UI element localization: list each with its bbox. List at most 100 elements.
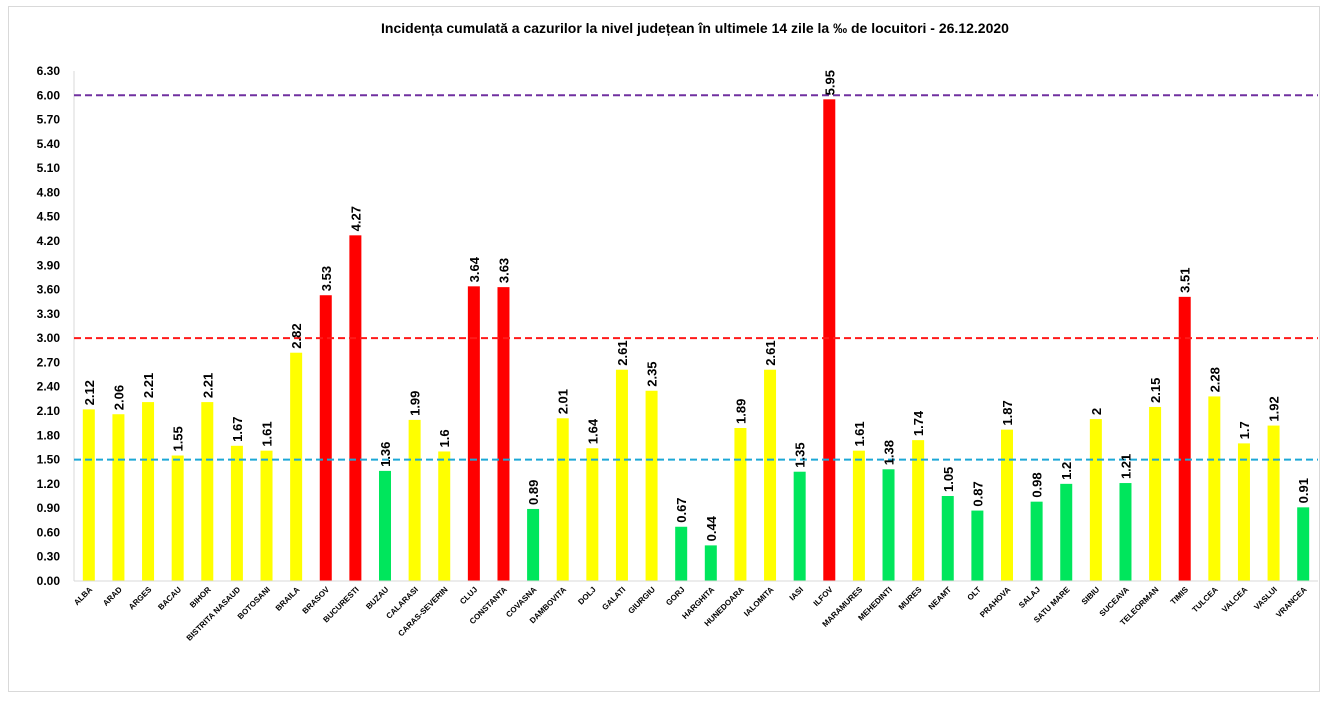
bar xyxy=(882,469,895,581)
y-tick-label: 5.10 xyxy=(37,161,61,175)
data-label: 2.01 xyxy=(556,389,571,414)
x-tick-label: TIMIS xyxy=(1169,585,1191,607)
y-tick-label: 2.40 xyxy=(37,380,61,394)
bar xyxy=(615,369,628,581)
bar xyxy=(852,450,865,581)
y-tick-label: 2.10 xyxy=(37,404,61,418)
data-label: 1.55 xyxy=(171,426,186,451)
x-tick-label: ILFOV xyxy=(812,585,835,608)
bar xyxy=(793,471,806,581)
data-label: 3.63 xyxy=(496,258,511,283)
bar xyxy=(823,99,836,581)
data-label: 1.6 xyxy=(437,429,452,447)
data-label: 0.67 xyxy=(674,497,689,522)
bar xyxy=(142,402,155,581)
y-tick-label: 3.00 xyxy=(37,331,61,345)
data-label: 4.27 xyxy=(348,206,363,231)
data-label: 1.21 xyxy=(1118,454,1133,479)
data-label: 1.99 xyxy=(408,391,423,416)
data-label: 1.2 xyxy=(1059,462,1074,480)
bar xyxy=(82,409,95,581)
y-tick-label: 3.90 xyxy=(37,258,61,272)
y-tick-label: 1.50 xyxy=(37,453,61,467)
bar xyxy=(112,414,125,581)
y-tick-label: 6.00 xyxy=(37,88,61,102)
data-label: 2.28 xyxy=(1207,367,1222,392)
bar xyxy=(201,402,214,581)
bar xyxy=(645,390,658,581)
x-tick-label: DOLJ xyxy=(576,585,597,606)
bar xyxy=(1030,501,1043,581)
bar xyxy=(764,369,777,581)
data-label: 1.87 xyxy=(1000,400,1015,425)
bar xyxy=(1001,429,1013,581)
data-label: 2.35 xyxy=(645,361,660,386)
x-tick-label: BISTRITA NASAUD xyxy=(185,585,243,643)
data-label: 0.98 xyxy=(1030,472,1045,497)
x-tick-label: CLUJ xyxy=(458,585,479,606)
x-tick-label: BRASOV xyxy=(301,585,332,616)
y-tick-label: 4.80 xyxy=(37,185,61,199)
data-label: 2 xyxy=(1089,408,1104,415)
bar xyxy=(1089,419,1102,581)
bar xyxy=(1267,425,1280,581)
data-label: 2.06 xyxy=(111,385,126,410)
x-tick-label: OLT xyxy=(966,585,983,602)
bar xyxy=(171,455,184,581)
bar xyxy=(971,510,984,581)
data-label: 2.21 xyxy=(141,373,156,398)
bar xyxy=(675,526,688,581)
y-tick-label: 0.00 xyxy=(37,574,61,588)
chart-title: Incidența cumulată a cazurilor la nivel … xyxy=(381,20,1009,36)
x-tick-label: GORJ xyxy=(664,585,686,607)
bar xyxy=(1208,396,1221,581)
data-label: 1.74 xyxy=(911,410,926,436)
x-tick-label: VRANCEA xyxy=(1274,585,1308,619)
bar xyxy=(349,235,362,582)
data-label: 0.44 xyxy=(704,515,719,541)
y-tick-label: 6.30 xyxy=(37,64,61,78)
y-tick-label: 1.20 xyxy=(37,477,61,491)
data-label: 3.64 xyxy=(467,256,482,282)
data-label: 2.61 xyxy=(763,340,778,365)
bar xyxy=(527,508,540,581)
bar xyxy=(408,419,421,581)
x-tick-label: IALOMITA xyxy=(742,585,775,618)
bar xyxy=(1237,443,1250,581)
bar xyxy=(1178,296,1191,581)
bar xyxy=(1297,507,1310,581)
y-tick-label: 0.60 xyxy=(37,525,61,539)
y-tick-label: 5.70 xyxy=(37,113,61,127)
data-label: 1.05 xyxy=(941,467,956,492)
data-label: 1.64 xyxy=(585,418,600,444)
data-label: 2.21 xyxy=(200,373,215,398)
x-tick-label: NEAMT xyxy=(927,585,954,612)
y-tick-label: 2.70 xyxy=(37,355,61,369)
y-tick-label: 0.90 xyxy=(37,501,61,515)
y-tick-label: 0.30 xyxy=(37,550,61,564)
x-tick-label: VALCEA xyxy=(1220,585,1249,614)
bar xyxy=(912,440,925,581)
x-tick-label: IASI xyxy=(788,585,805,602)
data-label: 1.92 xyxy=(1267,396,1282,421)
data-label: 0.87 xyxy=(970,481,985,506)
data-label: 3.51 xyxy=(1178,268,1193,293)
data-label: 2.12 xyxy=(82,380,97,405)
x-tick-label: BIHOR xyxy=(188,585,213,610)
bar xyxy=(438,451,451,581)
bar xyxy=(586,448,599,581)
data-label: 5.95 xyxy=(822,70,837,95)
x-tick-label: MURES xyxy=(897,585,924,612)
data-label: 0.91 xyxy=(1296,478,1311,503)
data-label: 2.15 xyxy=(1148,378,1163,403)
data-label: 1.38 xyxy=(882,440,897,465)
bar xyxy=(704,545,717,581)
bar xyxy=(734,428,747,581)
bar xyxy=(467,286,480,581)
bar xyxy=(260,450,273,581)
bar xyxy=(556,418,569,581)
data-label: 1.67 xyxy=(230,416,245,441)
y-tick-label: 5.40 xyxy=(37,137,61,151)
x-tick-label: PRAHOVA xyxy=(978,585,1012,619)
